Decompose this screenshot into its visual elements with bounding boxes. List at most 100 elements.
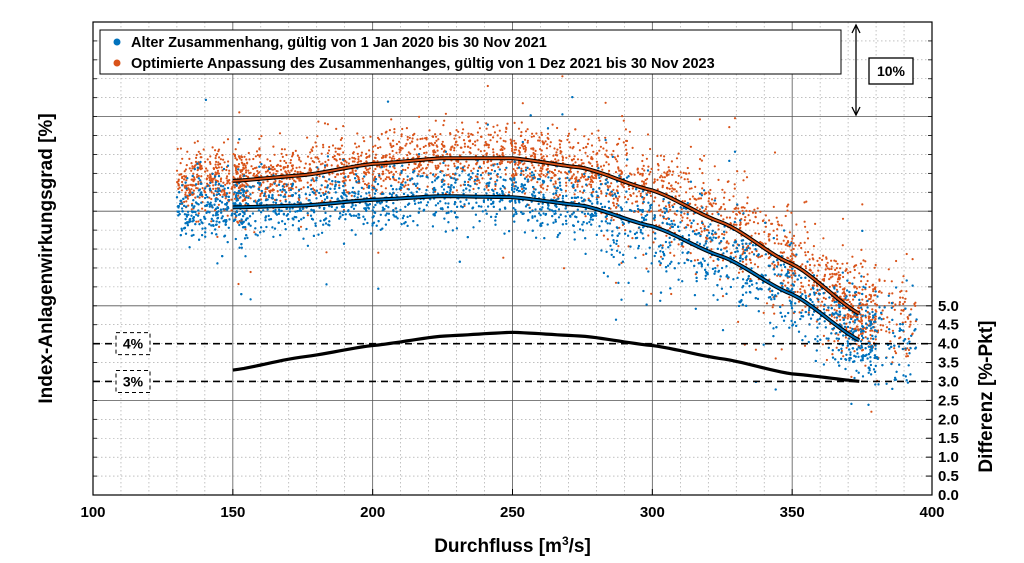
scatter-point-optimized bbox=[247, 151, 250, 155]
scatter-point-optimized bbox=[733, 117, 737, 120]
scatter-point-optimized bbox=[628, 130, 632, 133]
scatter-point-optimized bbox=[552, 154, 555, 157]
scatter-point-optimized bbox=[346, 191, 349, 194]
scatter-point-optimized bbox=[285, 172, 288, 175]
scatter-point-optimized bbox=[871, 308, 874, 311]
scatter-point-optimized bbox=[622, 141, 625, 144]
scatter-point-optimized bbox=[350, 171, 353, 174]
scatter-point-optimized bbox=[218, 163, 222, 166]
scatter-point-optimized bbox=[338, 153, 341, 156]
scatter-point-optimized bbox=[569, 177, 572, 180]
scatter-point-optimized bbox=[176, 147, 179, 150]
scatter-point-optimized bbox=[233, 186, 236, 189]
scatter-point-optimized bbox=[468, 140, 471, 143]
scatter-point-optimized bbox=[211, 179, 214, 182]
scatter-point-optimized bbox=[861, 348, 865, 351]
scatter-point-optimized bbox=[441, 154, 444, 157]
scatter-point-optimized bbox=[270, 173, 273, 176]
scatter-point-optimized bbox=[263, 166, 266, 169]
scatter-point-optimized bbox=[661, 176, 664, 179]
scatter-point-optimized bbox=[723, 196, 726, 199]
scatter-point-optimized bbox=[653, 178, 656, 181]
scatter-point-optimized bbox=[431, 143, 434, 146]
scatter-point-optimized bbox=[850, 303, 853, 306]
scatter-point-optimized bbox=[599, 165, 603, 168]
scatter-point-optimized bbox=[899, 290, 902, 293]
scatter-point-optimized bbox=[625, 164, 628, 167]
scatter-point-optimized bbox=[756, 207, 759, 210]
scatter-point-optimized bbox=[722, 203, 725, 206]
scatter-point-optimized bbox=[413, 167, 416, 170]
scatter-point-optimized bbox=[584, 151, 587, 154]
scatter-point-optimized bbox=[836, 262, 839, 265]
scatter-point-optimized bbox=[259, 161, 262, 164]
scatter-point-optimized bbox=[500, 162, 503, 165]
scatter-point-optimized bbox=[191, 167, 194, 170]
scatter-point-optimized bbox=[752, 221, 756, 224]
scatter-point-optimized bbox=[392, 139, 395, 142]
scatter-point-optimized bbox=[590, 178, 593, 181]
scatter-point-optimized bbox=[535, 132, 538, 135]
scatter-point-optimized bbox=[631, 187, 634, 190]
scatter-point-optimized bbox=[755, 249, 758, 253]
scatter-point-optimized bbox=[463, 169, 466, 172]
scatter-point-optimized bbox=[803, 289, 806, 292]
scatter-point-optimized bbox=[303, 166, 306, 170]
scatter-point-optimized bbox=[868, 285, 871, 289]
scatter-point-optimized bbox=[264, 195, 267, 198]
scatter-point-optimized bbox=[288, 177, 291, 181]
scatter-point-optimized bbox=[326, 152, 329, 155]
scatter-point-optimized bbox=[814, 291, 818, 295]
scatter-point-optimized bbox=[645, 182, 648, 185]
scatter-point-optimized bbox=[474, 175, 477, 178]
scatter-point-optimized bbox=[446, 153, 449, 156]
scatter-point-optimized bbox=[572, 145, 575, 149]
scatter-point-optimized bbox=[718, 208, 721, 211]
scatter-point-optimized bbox=[369, 135, 372, 138]
scatter-point-optimized bbox=[271, 183, 274, 186]
scatter-point-optimized bbox=[367, 171, 371, 174]
scatter-point-optimized bbox=[804, 254, 807, 257]
scatter-point-optimized bbox=[767, 233, 770, 236]
scatter-point-optimized bbox=[487, 189, 490, 192]
scatter-point-optimized bbox=[338, 184, 341, 187]
scatter-point-optimized bbox=[477, 179, 480, 182]
scatter-point-optimized bbox=[665, 174, 669, 177]
scatter-point-optimized bbox=[751, 251, 754, 254]
scatter-point-optimized bbox=[215, 167, 218, 170]
scatter-point-optimized bbox=[706, 212, 709, 215]
scatter-point-optimized bbox=[799, 288, 802, 291]
scatter-point-optimized bbox=[878, 279, 881, 282]
scatter-point-optimized bbox=[602, 147, 605, 150]
scatter-point-optimized bbox=[537, 164, 540, 167]
scatter-point-optimized bbox=[284, 166, 287, 169]
scatter-point-optimized bbox=[279, 168, 283, 171]
scatter-point-optimized bbox=[554, 174, 557, 177]
scatter-point-optimized bbox=[514, 146, 517, 149]
scatter-point-optimized bbox=[585, 145, 588, 148]
scatter-point-optimized bbox=[597, 136, 600, 139]
scatter-point-optimized bbox=[794, 255, 797, 258]
scatter-point-optimized bbox=[214, 171, 217, 174]
scatter-point-optimized bbox=[777, 263, 780, 266]
scatter-point-optimized bbox=[184, 168, 187, 171]
scatter-point-optimized bbox=[454, 143, 457, 146]
scatter-point-optimized bbox=[686, 211, 689, 214]
scatter-point-optimized bbox=[545, 155, 549, 158]
scatter-point-optimized bbox=[462, 139, 466, 142]
scatter-point-optimized bbox=[478, 127, 481, 130]
scatter-point-optimized bbox=[338, 158, 342, 161]
scatter-point-optimized bbox=[331, 183, 334, 186]
scatter-point-optimized bbox=[721, 188, 724, 191]
scatter-point-optimized bbox=[304, 162, 307, 165]
scatter-point-optimized bbox=[657, 209, 661, 212]
scatter-point-optimized bbox=[440, 143, 443, 146]
scatter-point-optimized bbox=[258, 148, 261, 151]
scatter-point-optimized bbox=[442, 150, 446, 153]
scatter-point-optimized bbox=[391, 149, 394, 153]
scatter-point-optimized bbox=[881, 309, 884, 312]
scatter-point-optimized bbox=[221, 154, 224, 157]
scatter-point-optimized bbox=[656, 154, 659, 158]
scatter-point-optimized bbox=[489, 133, 492, 136]
scatter-point-optimized bbox=[788, 296, 791, 299]
